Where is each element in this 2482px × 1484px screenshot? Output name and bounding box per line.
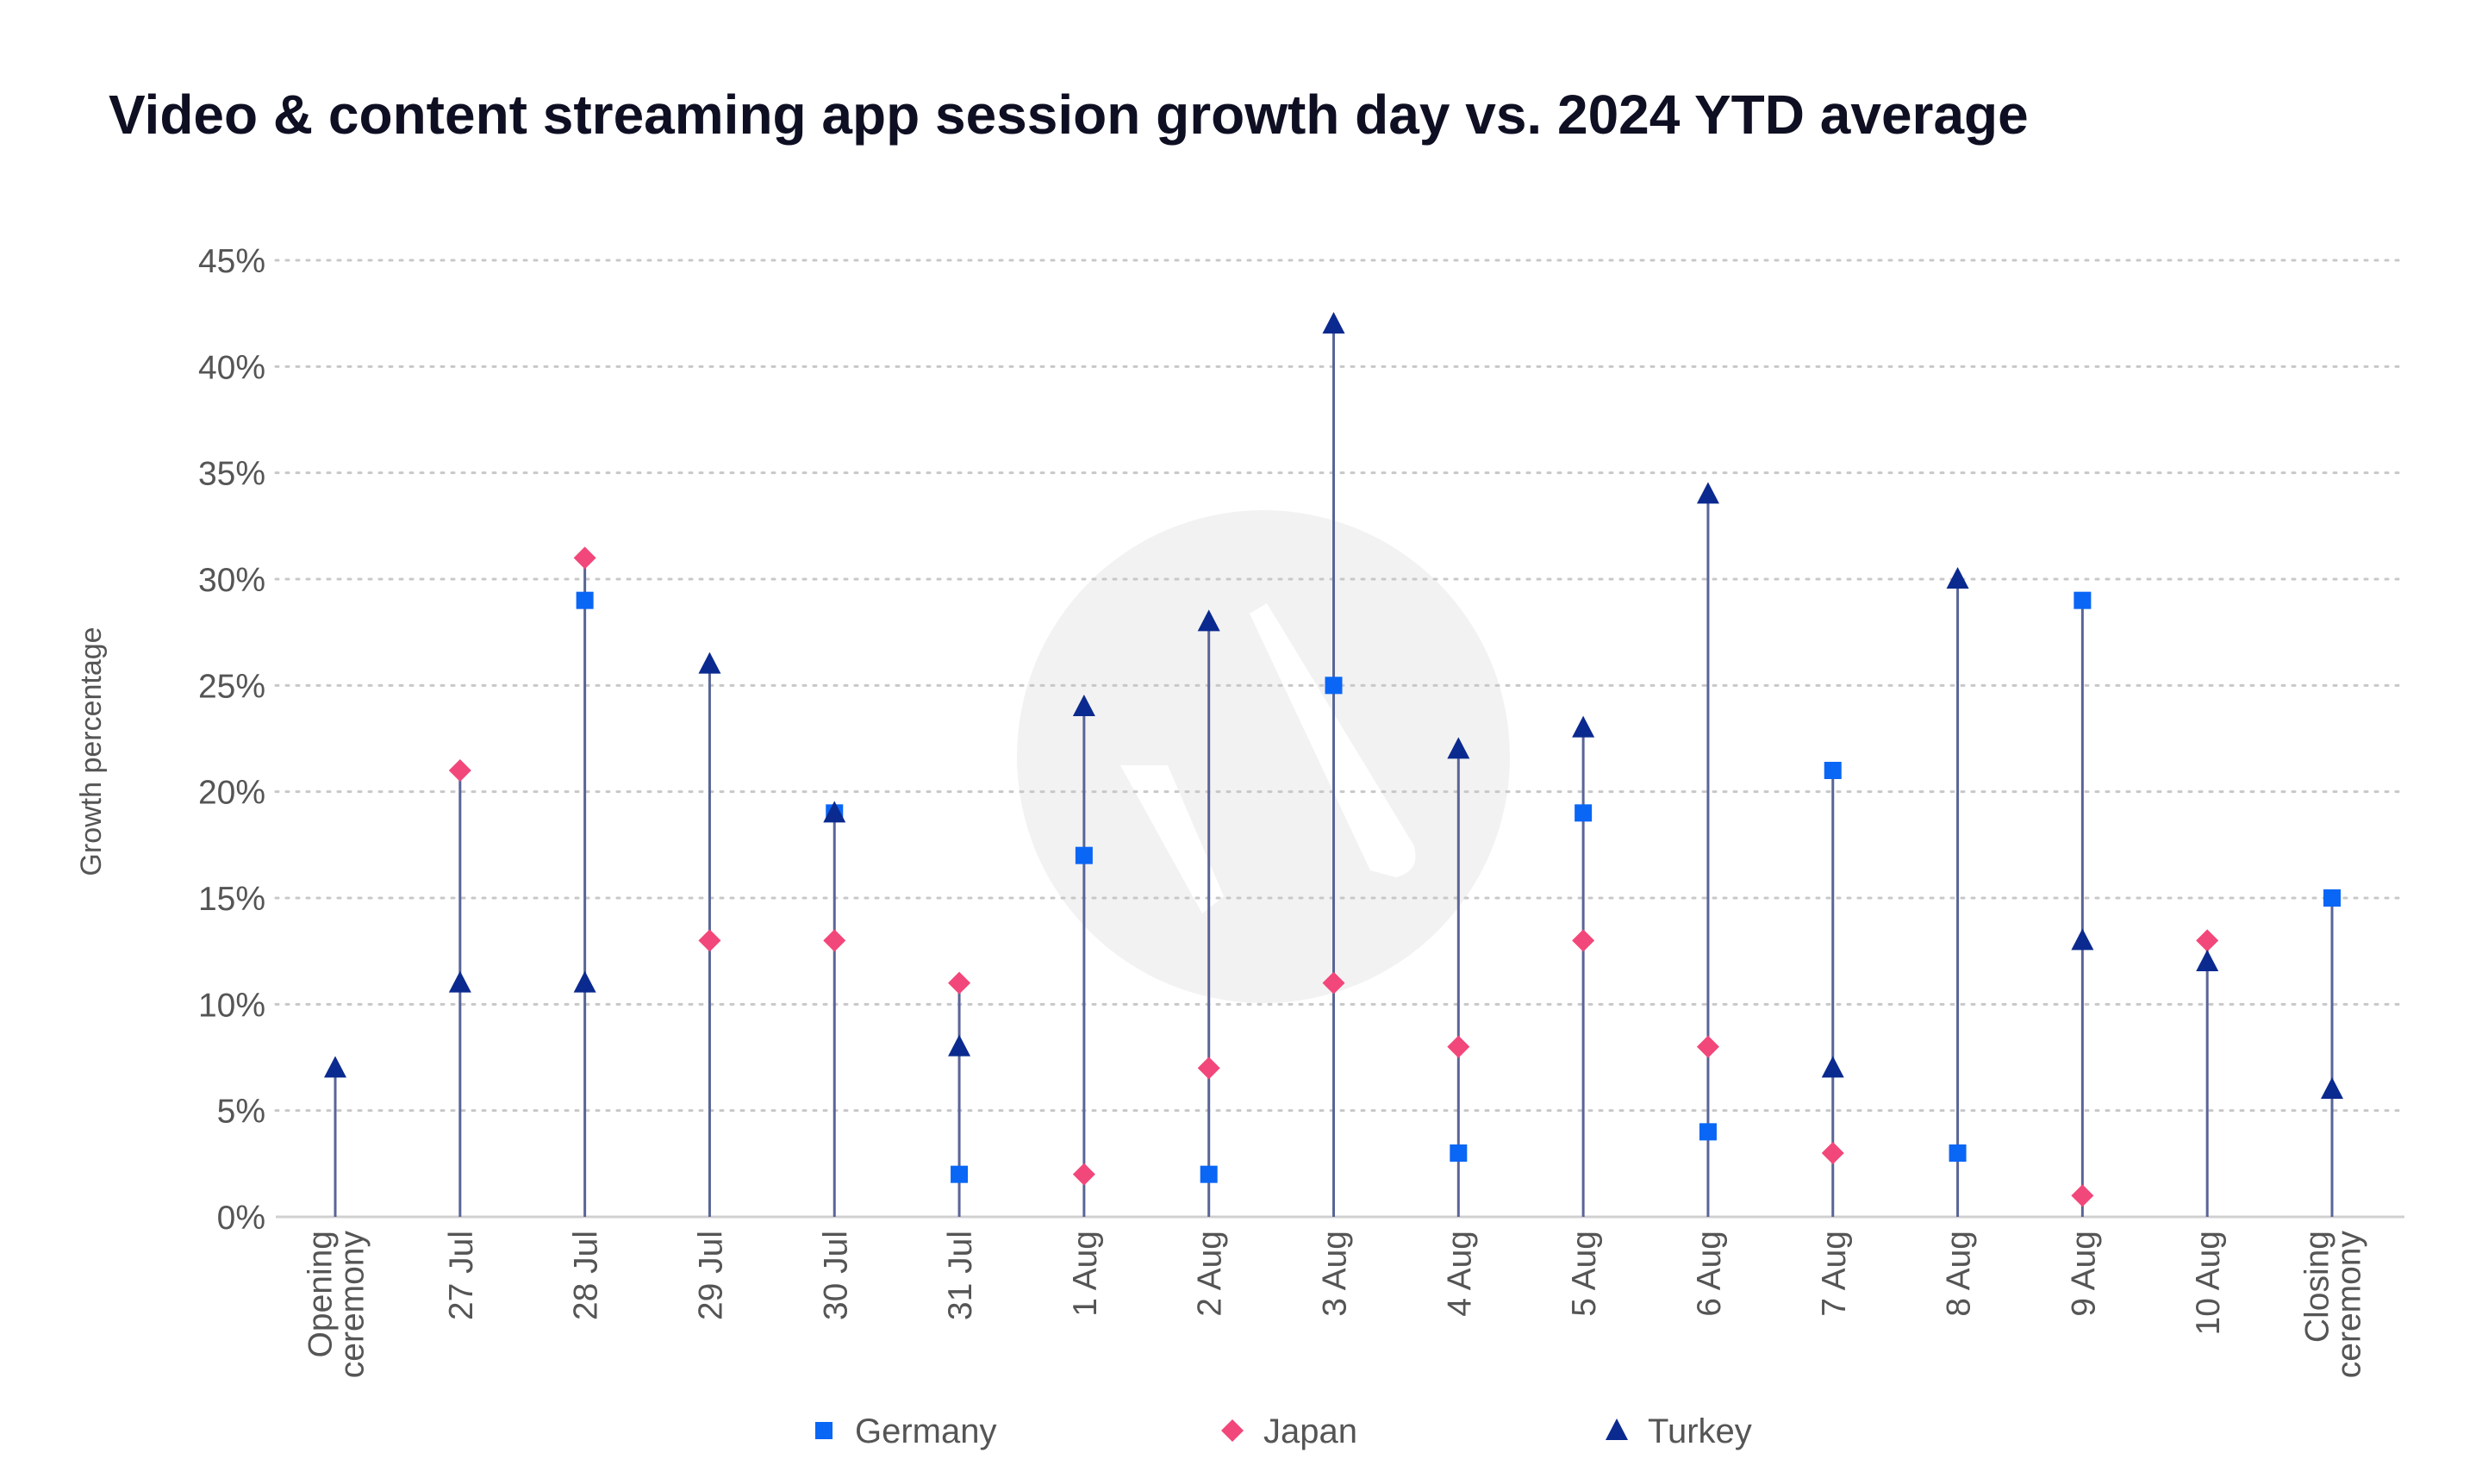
x-tick-label: ceremony: [2331, 1231, 2368, 1379]
y-tick-label: 10%: [198, 987, 265, 1024]
x-tick-label: 29 Jul: [692, 1231, 729, 1320]
x-tick-label: 30 Jul: [817, 1231, 854, 1320]
y-tick-label: 25%: [198, 668, 265, 705]
japan-point: [1072, 1163, 1095, 1186]
x-tick-label: 10 Aug: [2190, 1231, 2227, 1335]
y-tick-label: 35%: [198, 456, 265, 493]
x-tick-label: 8 Aug: [1941, 1231, 1978, 1317]
x-tick-label: 1 Aug: [1067, 1231, 1104, 1317]
turkey-point: [948, 1034, 971, 1057]
japan-point: [1447, 1035, 1470, 1058]
legend-marker-germany: [815, 1422, 833, 1439]
turkey-point: [324, 1056, 346, 1078]
turkey-point: [1447, 737, 1470, 759]
germany-point: [1824, 762, 1842, 779]
x-tick-label: 28 Jul: [568, 1231, 605, 1320]
japan-point: [1197, 1057, 1220, 1080]
japan-point: [1322, 971, 1345, 995]
y-tick-label: 20%: [198, 775, 265, 812]
japan-point: [1572, 929, 1595, 952]
japan-point: [2196, 929, 2219, 952]
legend-label-japan: Japan: [1263, 1412, 1357, 1450]
turkey-point: [823, 801, 846, 823]
x-tick-label: ceremony: [334, 1231, 371, 1379]
japan-point: [948, 971, 971, 995]
germany-point: [1949, 1144, 1967, 1162]
germany-point: [1699, 1123, 1717, 1141]
y-tick-label: 30%: [198, 562, 265, 599]
chart-title: Video & content streaming app session gr…: [109, 84, 2029, 146]
x-tick-label: 5 Aug: [1566, 1231, 1603, 1317]
y-tick-label: 5%: [217, 1094, 265, 1131]
germany-point: [1450, 1144, 1468, 1162]
turkey-point: [1072, 695, 1095, 716]
x-tick-label: Opening: [302, 1231, 340, 1357]
legend-label-turkey: Turkey: [1648, 1412, 1752, 1450]
japan-point: [1696, 1035, 1719, 1058]
japan-point: [448, 759, 471, 782]
y-tick-label: 15%: [198, 881, 265, 918]
watermark-logo: [1017, 510, 1510, 1003]
y-axis-label: Growth percentage: [75, 627, 108, 876]
turkey-point: [1946, 567, 1969, 589]
germany-point: [576, 591, 594, 609]
x-tick-label: 27 Jul: [443, 1231, 480, 1320]
y-tick-label: 45%: [198, 243, 265, 280]
turkey-point: [2321, 1077, 2343, 1099]
x-tick-label: 31 Jul: [942, 1231, 979, 1320]
japan-point: [2071, 1184, 2094, 1207]
germany-point: [1325, 677, 1343, 695]
japan-point: [1821, 1142, 1844, 1164]
japan-point: [823, 929, 846, 952]
germany-point: [1575, 804, 1593, 822]
japan-point: [698, 929, 721, 952]
y-tick-label: 0%: [217, 1200, 265, 1237]
germany-point: [1200, 1165, 1218, 1183]
x-tick-label: 6 Aug: [1691, 1231, 1728, 1317]
legend-label-germany: Germany: [855, 1412, 997, 1450]
turkey-point: [2196, 950, 2219, 971]
germany-point: [951, 1165, 969, 1183]
turkey-point: [1696, 482, 1719, 504]
germany-point: [1075, 846, 1093, 864]
x-tick-label: 9 Aug: [2065, 1231, 2102, 1317]
turkey-point: [1197, 609, 1220, 632]
turkey-point: [1322, 312, 1345, 334]
japan-point: [573, 546, 596, 570]
turkey-point: [1572, 715, 1595, 738]
x-tick-label: Closing: [2299, 1231, 2336, 1343]
turkey-point: [698, 652, 721, 674]
x-tick-label: 3 Aug: [1317, 1231, 1354, 1317]
germany-point: [2074, 591, 2092, 609]
x-tick-label: 4 Aug: [1441, 1231, 1478, 1317]
turkey-point: [1821, 1056, 1844, 1078]
turkey-point: [2071, 928, 2094, 951]
legend-marker-turkey: [1606, 1419, 1628, 1440]
x-tick-label: 7 Aug: [1816, 1231, 1853, 1317]
legend-marker-japan: [1221, 1419, 1244, 1442]
y-tick-label: 40%: [198, 349, 265, 386]
turkey-point: [573, 970, 596, 993]
turkey-point: [448, 970, 471, 993]
germany-point: [2323, 889, 2341, 907]
x-tick-label: 2 Aug: [1192, 1231, 1229, 1317]
